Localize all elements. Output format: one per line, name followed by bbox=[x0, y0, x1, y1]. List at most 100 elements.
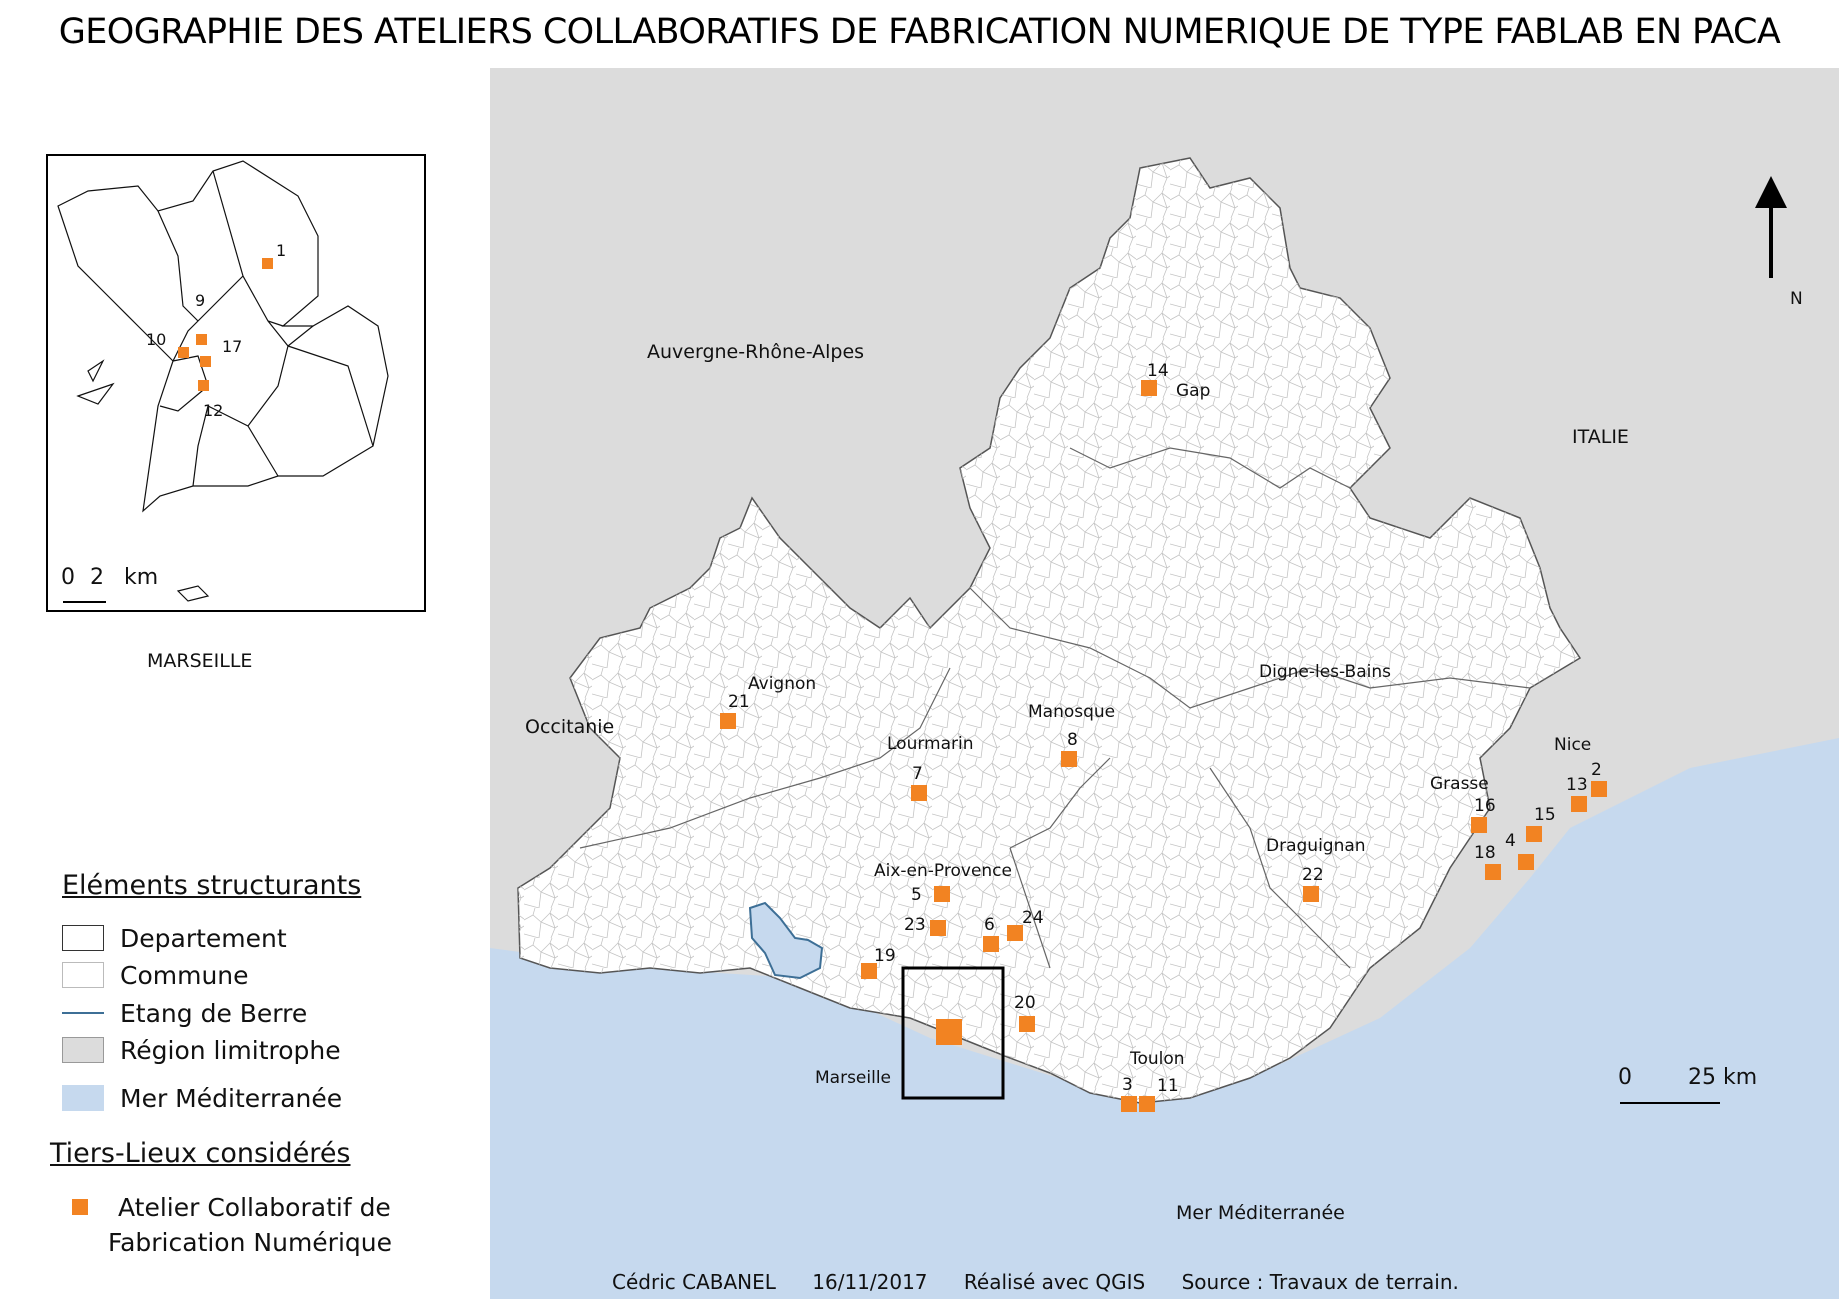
legend-item-departement: Departement bbox=[62, 923, 287, 953]
site-marker-11[interactable] bbox=[1139, 1096, 1155, 1112]
site-number-2: 2 bbox=[1591, 760, 1602, 780]
site-marker-24[interactable] bbox=[1007, 925, 1023, 941]
marseille-inset[interactable]: 1 9 10 17 12 0 2 km bbox=[46, 154, 426, 612]
site-marker-4[interactable] bbox=[1518, 854, 1534, 870]
legend-swatch-atelier bbox=[72, 1199, 88, 1215]
marseille-inset-map: 1 9 10 17 12 0 2 km bbox=[57, 160, 389, 603]
site-marker-13[interactable] bbox=[1571, 796, 1587, 812]
north-arrow: N bbox=[1755, 176, 1803, 309]
legend-heading-tiers-lieux: Tiers-Lieux considérés bbox=[50, 1138, 351, 1169]
inset-site-marker-1[interactable] bbox=[262, 258, 273, 269]
site-marker-5[interactable] bbox=[934, 886, 950, 902]
site-marker-19[interactable] bbox=[861, 963, 877, 979]
legend-heading-elements: Eléments structurants bbox=[62, 870, 362, 901]
credits-author: Cédric CABANEL bbox=[612, 1270, 776, 1294]
region-label-italie: ITALIE bbox=[1572, 426, 1629, 448]
site-marker-20[interactable] bbox=[1019, 1016, 1035, 1032]
city-label-digne: Digne-les-Bains bbox=[1259, 662, 1391, 682]
inset-arrondissement-boundaries bbox=[157, 170, 374, 487]
marseille-inset-marker[interactable] bbox=[901, 966, 1005, 1100]
site-marker-8[interactable] bbox=[1061, 751, 1077, 767]
legend-item-region: Région limitrophe bbox=[62, 1035, 341, 1065]
site-number-4: 4 bbox=[1505, 831, 1516, 851]
site-number-14: 14 bbox=[1147, 361, 1169, 381]
site-number-6: 6 bbox=[984, 915, 995, 935]
inset-commune-outline bbox=[57, 160, 389, 513]
main-map[interactable]: Auvergne-Rhône-Alpes Occitanie ITALIE Me… bbox=[490, 68, 1839, 1299]
inset-site-number-10: 10 bbox=[146, 330, 166, 349]
legend-item-atelier-2: Fabrication Numérique bbox=[108, 1227, 392, 1257]
inset-site-marker-9[interactable] bbox=[196, 334, 207, 345]
inset-site-number-9: 9 bbox=[195, 291, 205, 310]
site-number-24: 24 bbox=[1022, 908, 1044, 928]
site-number-5: 5 bbox=[911, 885, 922, 905]
legend-label-atelier-line2: Fabrication Numérique bbox=[108, 1227, 392, 1257]
site-number-3: 3 bbox=[1122, 1075, 1133, 1095]
inset-caption: MARSEILLE bbox=[147, 650, 253, 672]
site-number-16: 16 bbox=[1474, 796, 1496, 816]
site-marker-14[interactable] bbox=[1141, 380, 1157, 396]
site-number-11: 11 bbox=[1157, 1076, 1179, 1096]
site-number-18: 18 bbox=[1474, 843, 1496, 863]
region-label-mer: Mer Méditerranée bbox=[1176, 1202, 1345, 1224]
site-marker-23[interactable] bbox=[930, 920, 946, 936]
city-label-draguignan: Draguignan bbox=[1266, 836, 1366, 856]
site-number-19: 19 bbox=[874, 946, 896, 966]
site-number-13: 13 bbox=[1566, 775, 1588, 795]
site-number-8: 8 bbox=[1067, 730, 1078, 750]
main-map-canvas: Auvergne-Rhône-Alpes Occitanie ITALIE Me… bbox=[490, 68, 1839, 1299]
legend-swatch-region bbox=[62, 1037, 104, 1063]
site-marker-18[interactable] bbox=[1485, 864, 1501, 880]
legend-label-atelier-line1: Atelier Collaboratif de bbox=[118, 1192, 391, 1222]
inset-site-marker-12[interactable] bbox=[198, 380, 209, 391]
legend-item-etang: Etang de Berre bbox=[62, 998, 307, 1028]
legend-label-etang: Etang de Berre bbox=[120, 998, 308, 1028]
credits-tool: Réalisé avec QGIS bbox=[963, 1270, 1146, 1294]
inset-site-number-12: 12 bbox=[203, 401, 223, 420]
region-label-auvergne: Auvergne-Rhône-Alpes bbox=[647, 341, 864, 363]
site-number-22: 22 bbox=[1302, 865, 1324, 885]
site-marker-21[interactable] bbox=[720, 713, 736, 729]
commune-boundaries bbox=[518, 158, 1580, 1103]
site-number-15: 15 bbox=[1534, 805, 1556, 825]
inset-site-number-17: 17 bbox=[222, 337, 242, 356]
scale-bar: 0 25 km bbox=[1618, 1065, 1757, 1104]
sea-area bbox=[490, 738, 1839, 1299]
site-marker-16[interactable] bbox=[1471, 817, 1487, 833]
scale-value: 25 bbox=[1688, 1065, 1716, 1090]
city-label-gap: Gap bbox=[1176, 381, 1210, 401]
city-label-lourmarin: Lourmarin bbox=[887, 734, 974, 754]
city-label-marseille: Marseille bbox=[815, 1068, 891, 1088]
city-label-manosque: Manosque bbox=[1028, 702, 1115, 722]
site-marker-3[interactable] bbox=[1121, 1096, 1137, 1112]
credits-source: Source : Travaux de terrain. bbox=[1181, 1270, 1459, 1294]
site-marker-6[interactable] bbox=[983, 936, 999, 952]
inset-islands bbox=[76, 359, 210, 602]
map-title: GEOGRAPHIE DES ATELIERS COLLABORATIFS DE… bbox=[58, 12, 1781, 52]
inset-site-marker-17[interactable] bbox=[200, 356, 211, 367]
credits: Cédric CABANEL 16/11/2017 Réalisé avec Q… bbox=[612, 1270, 1489, 1294]
legend-swatch-departement bbox=[62, 925, 104, 951]
credits-date: 16/11/2017 bbox=[812, 1270, 928, 1294]
legend-label-commune: Commune bbox=[120, 960, 249, 990]
inset-site-marker-10[interactable] bbox=[178, 347, 189, 358]
region-label-occitanie: Occitanie bbox=[525, 716, 614, 738]
legend-item-commune: Commune bbox=[62, 960, 249, 990]
city-label-aix: Aix-en-Provence bbox=[874, 861, 1012, 881]
site-number-20: 20 bbox=[1014, 993, 1036, 1013]
site-marker-15[interactable] bbox=[1526, 826, 1542, 842]
site-number-23: 23 bbox=[904, 915, 926, 935]
legend-item-atelier: Atelier Collaboratif de bbox=[64, 1192, 391, 1222]
legend-swatch-mer bbox=[62, 1085, 104, 1111]
north-arrow-icon bbox=[1755, 176, 1787, 208]
city-label-nice: Nice bbox=[1554, 735, 1591, 755]
scale-unit: km bbox=[1723, 1065, 1757, 1090]
city-label-avignon: Avignon bbox=[748, 674, 816, 694]
site-marker-7[interactable] bbox=[911, 785, 927, 801]
legend-label-departement: Departement bbox=[120, 923, 287, 953]
site-marker-2[interactable] bbox=[1591, 781, 1607, 797]
legend-swatch-etang bbox=[62, 1012, 104, 1014]
city-label-grasse: Grasse bbox=[1430, 774, 1489, 794]
site-marker-22[interactable] bbox=[1303, 886, 1319, 902]
marseille-sites-marker[interactable] bbox=[936, 1019, 962, 1045]
